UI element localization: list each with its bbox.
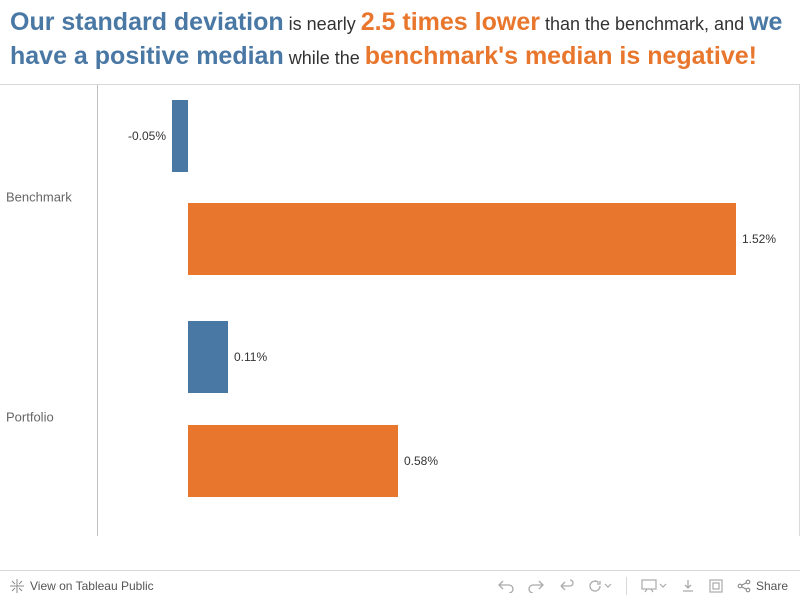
chevron-down-icon	[604, 583, 612, 589]
title-emphasis: 2.5 times lower	[361, 8, 540, 36]
undo-icon[interactable]	[498, 579, 514, 593]
tableau-logo-icon	[10, 579, 24, 593]
bar: 0.11%	[188, 321, 228, 393]
redo-icon[interactable]	[528, 579, 544, 593]
title-text: is nearly	[284, 14, 361, 34]
revert-icon	[558, 579, 574, 593]
bar: 1.52%	[188, 203, 736, 275]
refresh-button[interactable]	[588, 579, 612, 593]
chart-title: Our standard deviation is nearly 2.5 tim…	[0, 0, 800, 84]
view-on-public-label: View on Tableau Public	[30, 579, 154, 593]
plot-region: -0.05% 1.52% 0.11% 0.58%	[97, 85, 800, 536]
share-button[interactable]: Share	[737, 579, 788, 593]
share-icon	[737, 579, 751, 593]
toolbar-separator	[626, 577, 627, 595]
bar-value-label: 0.11%	[234, 350, 267, 364]
bar-value-label: -0.05%	[128, 129, 166, 143]
title-emphasis: benchmark's median is negative!	[365, 42, 757, 70]
presentation-button[interactable]	[641, 579, 667, 593]
bar: -0.05%	[172, 100, 188, 172]
share-label: Share	[756, 579, 788, 593]
chart-area: -0.05% 1.52% 0.11% 0.58% Benchmark Portfolio	[0, 84, 800, 536]
bar-value-label: 1.52%	[742, 232, 776, 246]
revert-button[interactable]	[558, 579, 574, 593]
y-axis-label: Portfolio	[0, 409, 90, 424]
chevron-down-icon	[659, 583, 667, 589]
toolbar: View on Tableau Public	[0, 570, 800, 600]
title-text: while the	[284, 48, 365, 68]
title-emphasis: Our standard deviation	[10, 8, 284, 36]
download-icon[interactable]	[681, 579, 695, 593]
bar: 0.58%	[188, 425, 398, 497]
bar-value-label: 0.58%	[404, 454, 438, 468]
presentation-icon	[641, 579, 657, 593]
view-on-public-link[interactable]: View on Tableau Public	[0, 579, 154, 593]
y-axis-label: Benchmark	[0, 189, 90, 204]
refresh-icon	[588, 579, 602, 593]
fullscreen-icon[interactable]	[709, 579, 723, 593]
title-text: than the benchmark, and	[540, 14, 749, 34]
